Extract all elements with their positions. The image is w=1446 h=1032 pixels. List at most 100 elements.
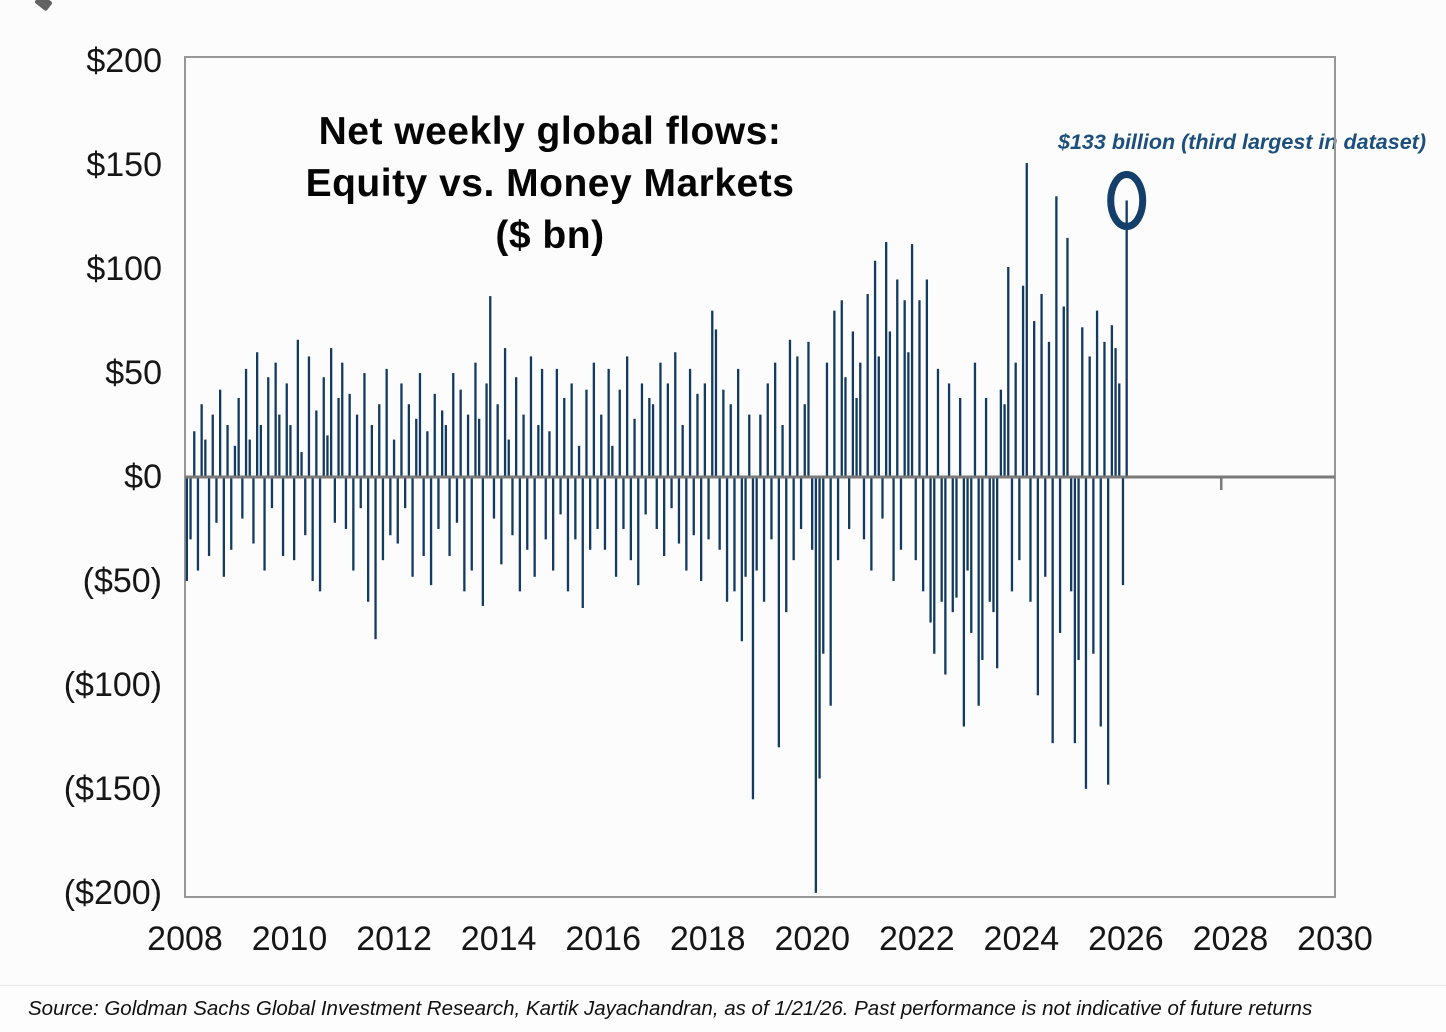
bar xyxy=(444,425,448,477)
bar xyxy=(193,431,196,477)
bar xyxy=(389,477,392,536)
bar xyxy=(914,477,917,561)
bar xyxy=(511,477,514,536)
bar xyxy=(1066,237,1069,477)
plot-area xyxy=(185,163,1335,893)
bar xyxy=(725,477,729,602)
bar xyxy=(463,477,466,592)
bar xyxy=(1047,341,1051,477)
bar xyxy=(529,356,533,477)
bar xyxy=(215,477,218,523)
y-axis-tick-label: ($150) xyxy=(63,769,162,808)
bar xyxy=(692,477,695,536)
bar xyxy=(392,439,396,477)
bar xyxy=(962,477,966,727)
bar xyxy=(374,477,377,640)
bar xyxy=(548,431,551,477)
bar xyxy=(204,439,207,477)
bar xyxy=(1010,477,1014,592)
bar xyxy=(936,368,940,477)
bar xyxy=(766,383,769,477)
x-axis-tick-label: 2028 xyxy=(1192,920,1269,958)
bar xyxy=(407,404,411,477)
bar xyxy=(256,352,259,477)
bar xyxy=(944,477,947,675)
bar xyxy=(248,439,251,477)
bar xyxy=(230,477,233,550)
bar xyxy=(207,477,211,557)
bar xyxy=(644,477,647,515)
bar xyxy=(785,477,788,613)
bar xyxy=(1018,477,1021,561)
bar xyxy=(348,393,351,477)
bar xyxy=(633,418,636,477)
y-axis-tick-label: $0 xyxy=(124,458,162,496)
x-axis-tick-label: 2020 xyxy=(774,920,851,958)
bar xyxy=(363,373,366,477)
bar xyxy=(1040,294,1043,477)
bar xyxy=(333,477,336,523)
bar xyxy=(925,279,929,477)
bar xyxy=(707,477,710,540)
x-axis-tick-label: 2014 xyxy=(460,920,537,958)
bar xyxy=(185,477,188,581)
bar xyxy=(1103,341,1106,477)
bar xyxy=(881,477,884,519)
bar xyxy=(537,425,540,477)
bar xyxy=(515,377,518,477)
bar xyxy=(426,431,429,477)
bar xyxy=(418,373,422,477)
bar xyxy=(355,414,359,477)
bar xyxy=(703,383,707,477)
bar xyxy=(1051,477,1054,744)
bar xyxy=(237,397,240,477)
bar xyxy=(988,477,991,602)
bar xyxy=(940,477,943,602)
bar xyxy=(859,362,862,477)
bar xyxy=(611,445,614,477)
bar xyxy=(396,477,399,544)
bar xyxy=(781,425,784,477)
bar xyxy=(688,368,692,477)
bar xyxy=(840,300,843,477)
bar xyxy=(1014,362,1017,477)
bars-series xyxy=(185,163,1128,893)
chart-title-line-1: Net weekly global flows: xyxy=(318,110,782,153)
bar xyxy=(822,477,825,654)
bar xyxy=(196,477,200,571)
x-axis-tick-label: 2024 xyxy=(983,920,1060,958)
bar xyxy=(233,445,237,477)
bar xyxy=(448,477,451,557)
bar xyxy=(910,244,914,477)
bar xyxy=(1092,477,1095,654)
bar xyxy=(825,362,829,477)
bar xyxy=(677,477,681,544)
chart-title-line-3: ($ bn) xyxy=(495,214,605,257)
bar xyxy=(437,477,440,529)
bar xyxy=(848,477,851,529)
bar xyxy=(888,331,892,477)
bar xyxy=(278,414,281,477)
bar xyxy=(589,477,592,550)
bar xyxy=(400,383,403,477)
bar xyxy=(581,477,584,608)
source-note: Source: Goldman Sachs Global Investment … xyxy=(28,997,1313,1020)
bar xyxy=(729,404,732,477)
bar xyxy=(503,348,507,477)
bar xyxy=(478,418,481,477)
bar xyxy=(1088,356,1091,477)
bar xyxy=(833,310,836,477)
bar xyxy=(984,397,988,477)
bar xyxy=(659,362,662,477)
bar xyxy=(455,477,459,523)
bar xyxy=(285,383,288,477)
bar xyxy=(626,356,629,477)
bar xyxy=(803,404,806,477)
y-axis-tick-label: $50 xyxy=(105,354,162,393)
bar xyxy=(685,477,688,571)
bar xyxy=(666,383,670,477)
bar xyxy=(359,477,362,509)
bar xyxy=(899,477,903,550)
bar xyxy=(570,383,573,477)
